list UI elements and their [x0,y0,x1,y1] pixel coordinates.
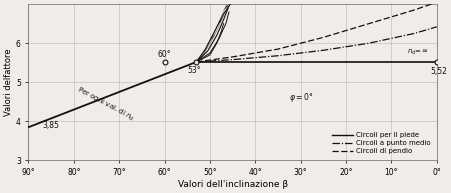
Text: 3,85: 3,85 [42,121,59,130]
Text: Per ogni val. di $n_d$: Per ogni val. di $n_d$ [75,85,136,124]
Text: 60°: 60° [157,50,171,59]
Text: $\varphi = 0°$: $\varphi = 0°$ [288,91,312,104]
Text: 53°: 53° [187,66,200,75]
X-axis label: Valori dell'inclinazione β: Valori dell'inclinazione β [177,180,287,189]
Text: $n_d\!=\!\infty$: $n_d\!=\!\infty$ [406,48,428,57]
Text: 5,52: 5,52 [429,67,446,76]
Legend: Circoli per il piede, Circoli a punto medio, Circoli di pendio: Circoli per il piede, Circoli a punto me… [329,129,433,157]
Y-axis label: Valori delfattore: Valori delfattore [4,48,13,116]
